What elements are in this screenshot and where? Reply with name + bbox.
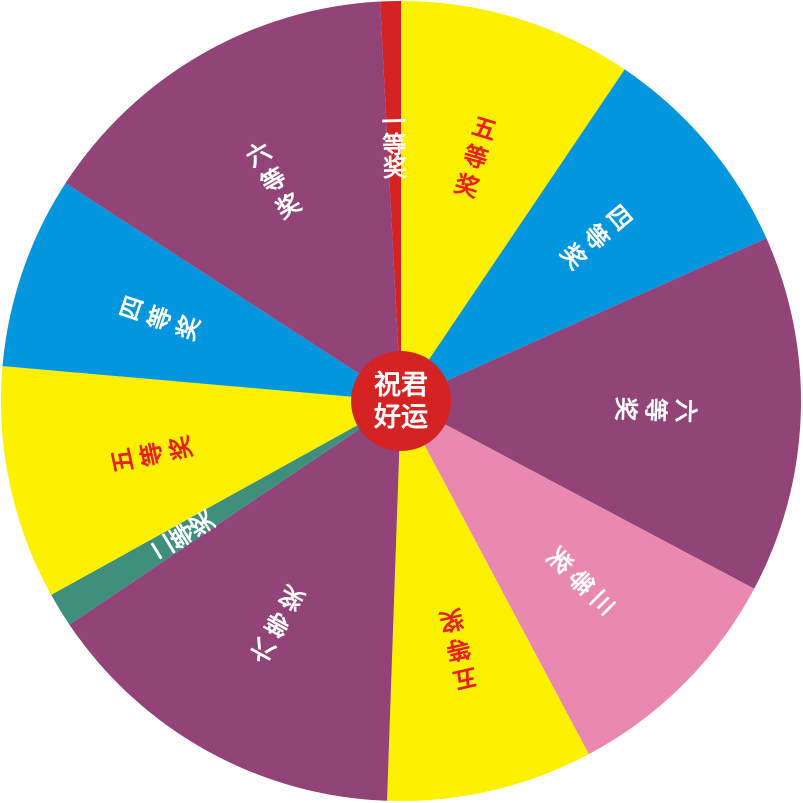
wheel-segment-label: 五等奖 <box>106 432 197 475</box>
wheel-segment <box>387 401 589 802</box>
wheel-segment <box>51 401 402 625</box>
wheel-segment-label: 一等奖 <box>381 108 408 183</box>
wheel-segment <box>65 1 401 402</box>
spin-hub-button[interactable]: 祝君 好运 <box>351 351 451 451</box>
wheel-segment-label: 五等奖 <box>436 603 480 694</box>
wheel-segment <box>401 0 625 401</box>
wheel-segment-label-text: 五等奖 <box>451 112 501 203</box>
hub-line-1: 祝君 <box>374 370 428 401</box>
wheel-segment-label: 六等奖 <box>611 396 700 424</box>
wheel-segment-label-text: 五等奖 <box>106 432 197 475</box>
hub-line-2: 好运 <box>373 402 428 433</box>
wheel-segment <box>69 401 401 801</box>
wheel-segment-label-text: 五等奖 <box>436 603 480 694</box>
wheel-segment-label: 五等奖 <box>451 112 501 203</box>
wheel-segment <box>401 69 767 401</box>
wheel-segment <box>401 238 802 589</box>
wheel-segment-label-text: 一等奖 <box>381 108 408 183</box>
wheel-segment <box>0 366 401 595</box>
wheel-segment <box>2 183 402 401</box>
wheel-segment-label-text: 六等奖 <box>611 396 700 424</box>
wheel-segment <box>380 1 401 401</box>
hub-circle[interactable] <box>351 351 451 451</box>
wheel-segment <box>401 401 755 755</box>
